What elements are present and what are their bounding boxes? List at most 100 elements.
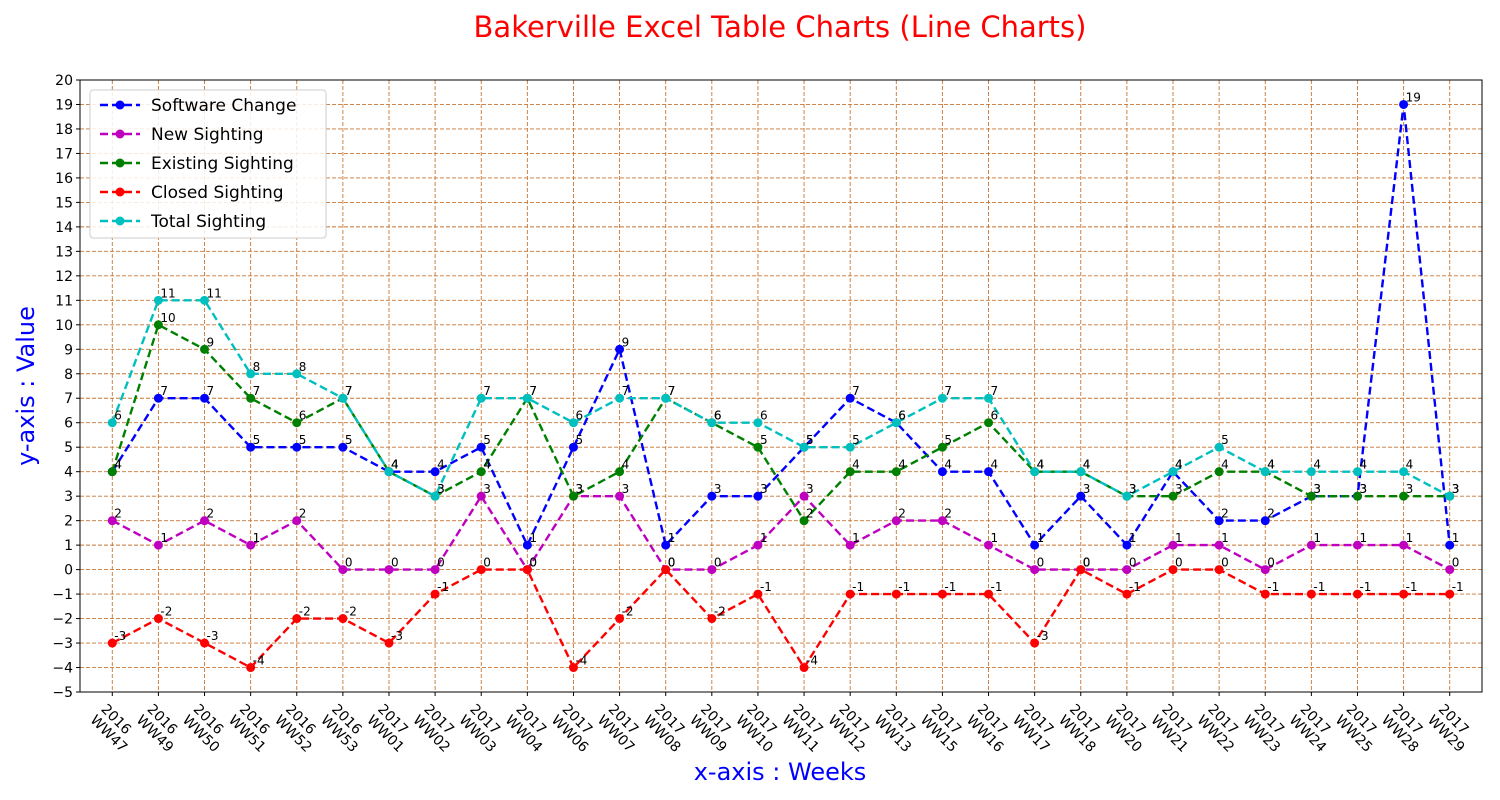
data-label-software-change: 1 [668,531,676,545]
data-point-new-sighting [1214,540,1224,550]
data-point-total-sighting [292,369,302,379]
data-point-new-sighting [937,516,947,526]
data-label-existing-sighting: 7 [253,384,261,398]
data-label-new-sighting: 0 [529,556,537,570]
data-point-software-change [615,344,625,354]
data-label-existing-sighting: 4 [114,458,122,472]
data-point-total-sighting [1214,442,1224,452]
data-label-new-sighting: 3 [806,482,814,496]
data-point-total-sighting [1399,467,1409,477]
data-label-software-change: 4 [391,458,399,472]
data-label-software-change: 6 [898,409,906,423]
data-point-closed-sighting [1352,589,1362,599]
data-label-closed-sighting: -1 [944,580,956,594]
legend-label-existing-sighting: Existing Sighting [151,154,294,174]
y-tick-label: −1 [52,587,73,603]
data-label-total-sighting: 4 [1313,458,1321,472]
legend-label-new-sighting: New Sighting [151,125,264,145]
data-point-software-change [476,442,486,452]
legend-marker-software-change [115,100,125,110]
data-point-new-sighting [1306,540,1316,550]
data-label-existing-sighting: 4 [483,458,491,472]
data-label-software-change: 7 [852,384,860,398]
x-tick-label: 2017WW01 [363,701,417,755]
data-label-existing-sighting: 9 [207,335,215,349]
data-point-software-change [568,442,578,452]
data-point-software-change [1076,491,1086,501]
data-point-closed-sighting [1260,589,1270,599]
data-point-new-sighting [707,565,717,575]
data-label-total-sighting: 3 [1129,482,1137,496]
data-point-closed-sighting [707,614,717,624]
data-label-existing-sighting: 4 [1221,458,1229,472]
data-label-software-change: 3 [1359,482,1367,496]
chart-title: Bakerville Excel Table Charts (Line Char… [474,10,1087,44]
data-label-new-sighting: 1 [1406,531,1414,545]
data-point-software-change [1445,540,1455,550]
data-label-new-sighting: 2 [944,507,952,521]
y-tick-label: 4 [64,465,73,481]
data-label-existing-sighting: 3 [1313,482,1321,496]
data-label-existing-sighting: 3 [575,482,583,496]
data-point-software-change [753,491,763,501]
y-axis-label: y-axis : Value [12,306,40,466]
data-label-existing-sighting: 3 [437,482,445,496]
data-label-new-sighting: 0 [1267,556,1275,570]
data-point-total-sighting [845,442,855,452]
data-label-closed-sighting: -1 [1359,580,1371,594]
y-tick-label: 3 [64,489,73,505]
data-point-existing-sighting [1214,467,1224,477]
x-tick-label: 2017WW13 [871,701,925,755]
data-label-new-sighting: 0 [437,556,445,570]
data-label-existing-sighting: 7 [668,384,676,398]
data-point-closed-sighting [891,589,901,599]
data-point-closed-sighting [1168,565,1178,575]
data-point-new-sighting [107,516,117,526]
data-point-new-sighting [476,491,486,501]
data-label-closed-sighting: -1 [852,580,864,594]
data-label-new-sighting: 1 [1175,531,1183,545]
data-label-new-sighting: 0 [1129,556,1137,570]
data-label-closed-sighting: -4 [575,654,587,668]
data-label-total-sighting: 4 [1406,458,1414,472]
data-point-existing-sighting [984,418,994,428]
data-label-software-change: 1 [1037,531,1045,545]
data-label-new-sighting: 1 [760,531,768,545]
data-label-closed-sighting: -1 [1452,580,1464,594]
data-point-total-sighting [937,393,947,403]
data-label-existing-sighting: 4 [898,458,906,472]
data-point-new-sighting [292,516,302,526]
x-tick-label: 2017WW18 [1055,701,1109,755]
y-tick-label: 19 [55,97,73,113]
data-point-software-change [1030,540,1040,550]
data-label-existing-sighting: 4 [622,458,630,472]
x-tick-label: 2016WW50 [179,701,233,755]
data-label-closed-sighting: 0 [1175,556,1183,570]
data-point-new-sighting [1260,565,1270,575]
x-tick-label: 2017WW23 [1240,701,1294,755]
data-label-total-sighting: 7 [944,384,952,398]
data-point-existing-sighting [246,393,256,403]
legend-marker-new-sighting [115,129,125,139]
legend-marker-total-sighting [115,216,125,226]
data-label-closed-sighting: 0 [529,556,537,570]
data-point-total-sighting [200,295,210,305]
x-tick-label: 2017WW06 [548,701,602,755]
data-label-software-change: 5 [575,433,583,447]
legend: Software Change New Sighting Existing Sigh… [89,89,327,239]
x-tick-label: 2017WW03 [456,701,510,755]
data-label-existing-sighting: 4 [1267,458,1275,472]
data-point-existing-sighting [937,442,947,452]
data-point-existing-sighting [292,418,302,428]
data-point-existing-sighting [1399,491,1409,501]
data-point-software-change [1399,99,1409,109]
data-point-closed-sighting [1399,589,1409,599]
data-point-new-sighting [615,491,625,501]
data-label-new-sighting: 2 [207,507,215,521]
data-point-software-change [1122,540,1132,550]
data-point-total-sighting [1352,467,1362,477]
data-point-new-sighting [384,565,394,575]
x-tick-label: 2016WW49 [133,701,187,755]
data-label-total-sighting: 6 [114,409,122,423]
